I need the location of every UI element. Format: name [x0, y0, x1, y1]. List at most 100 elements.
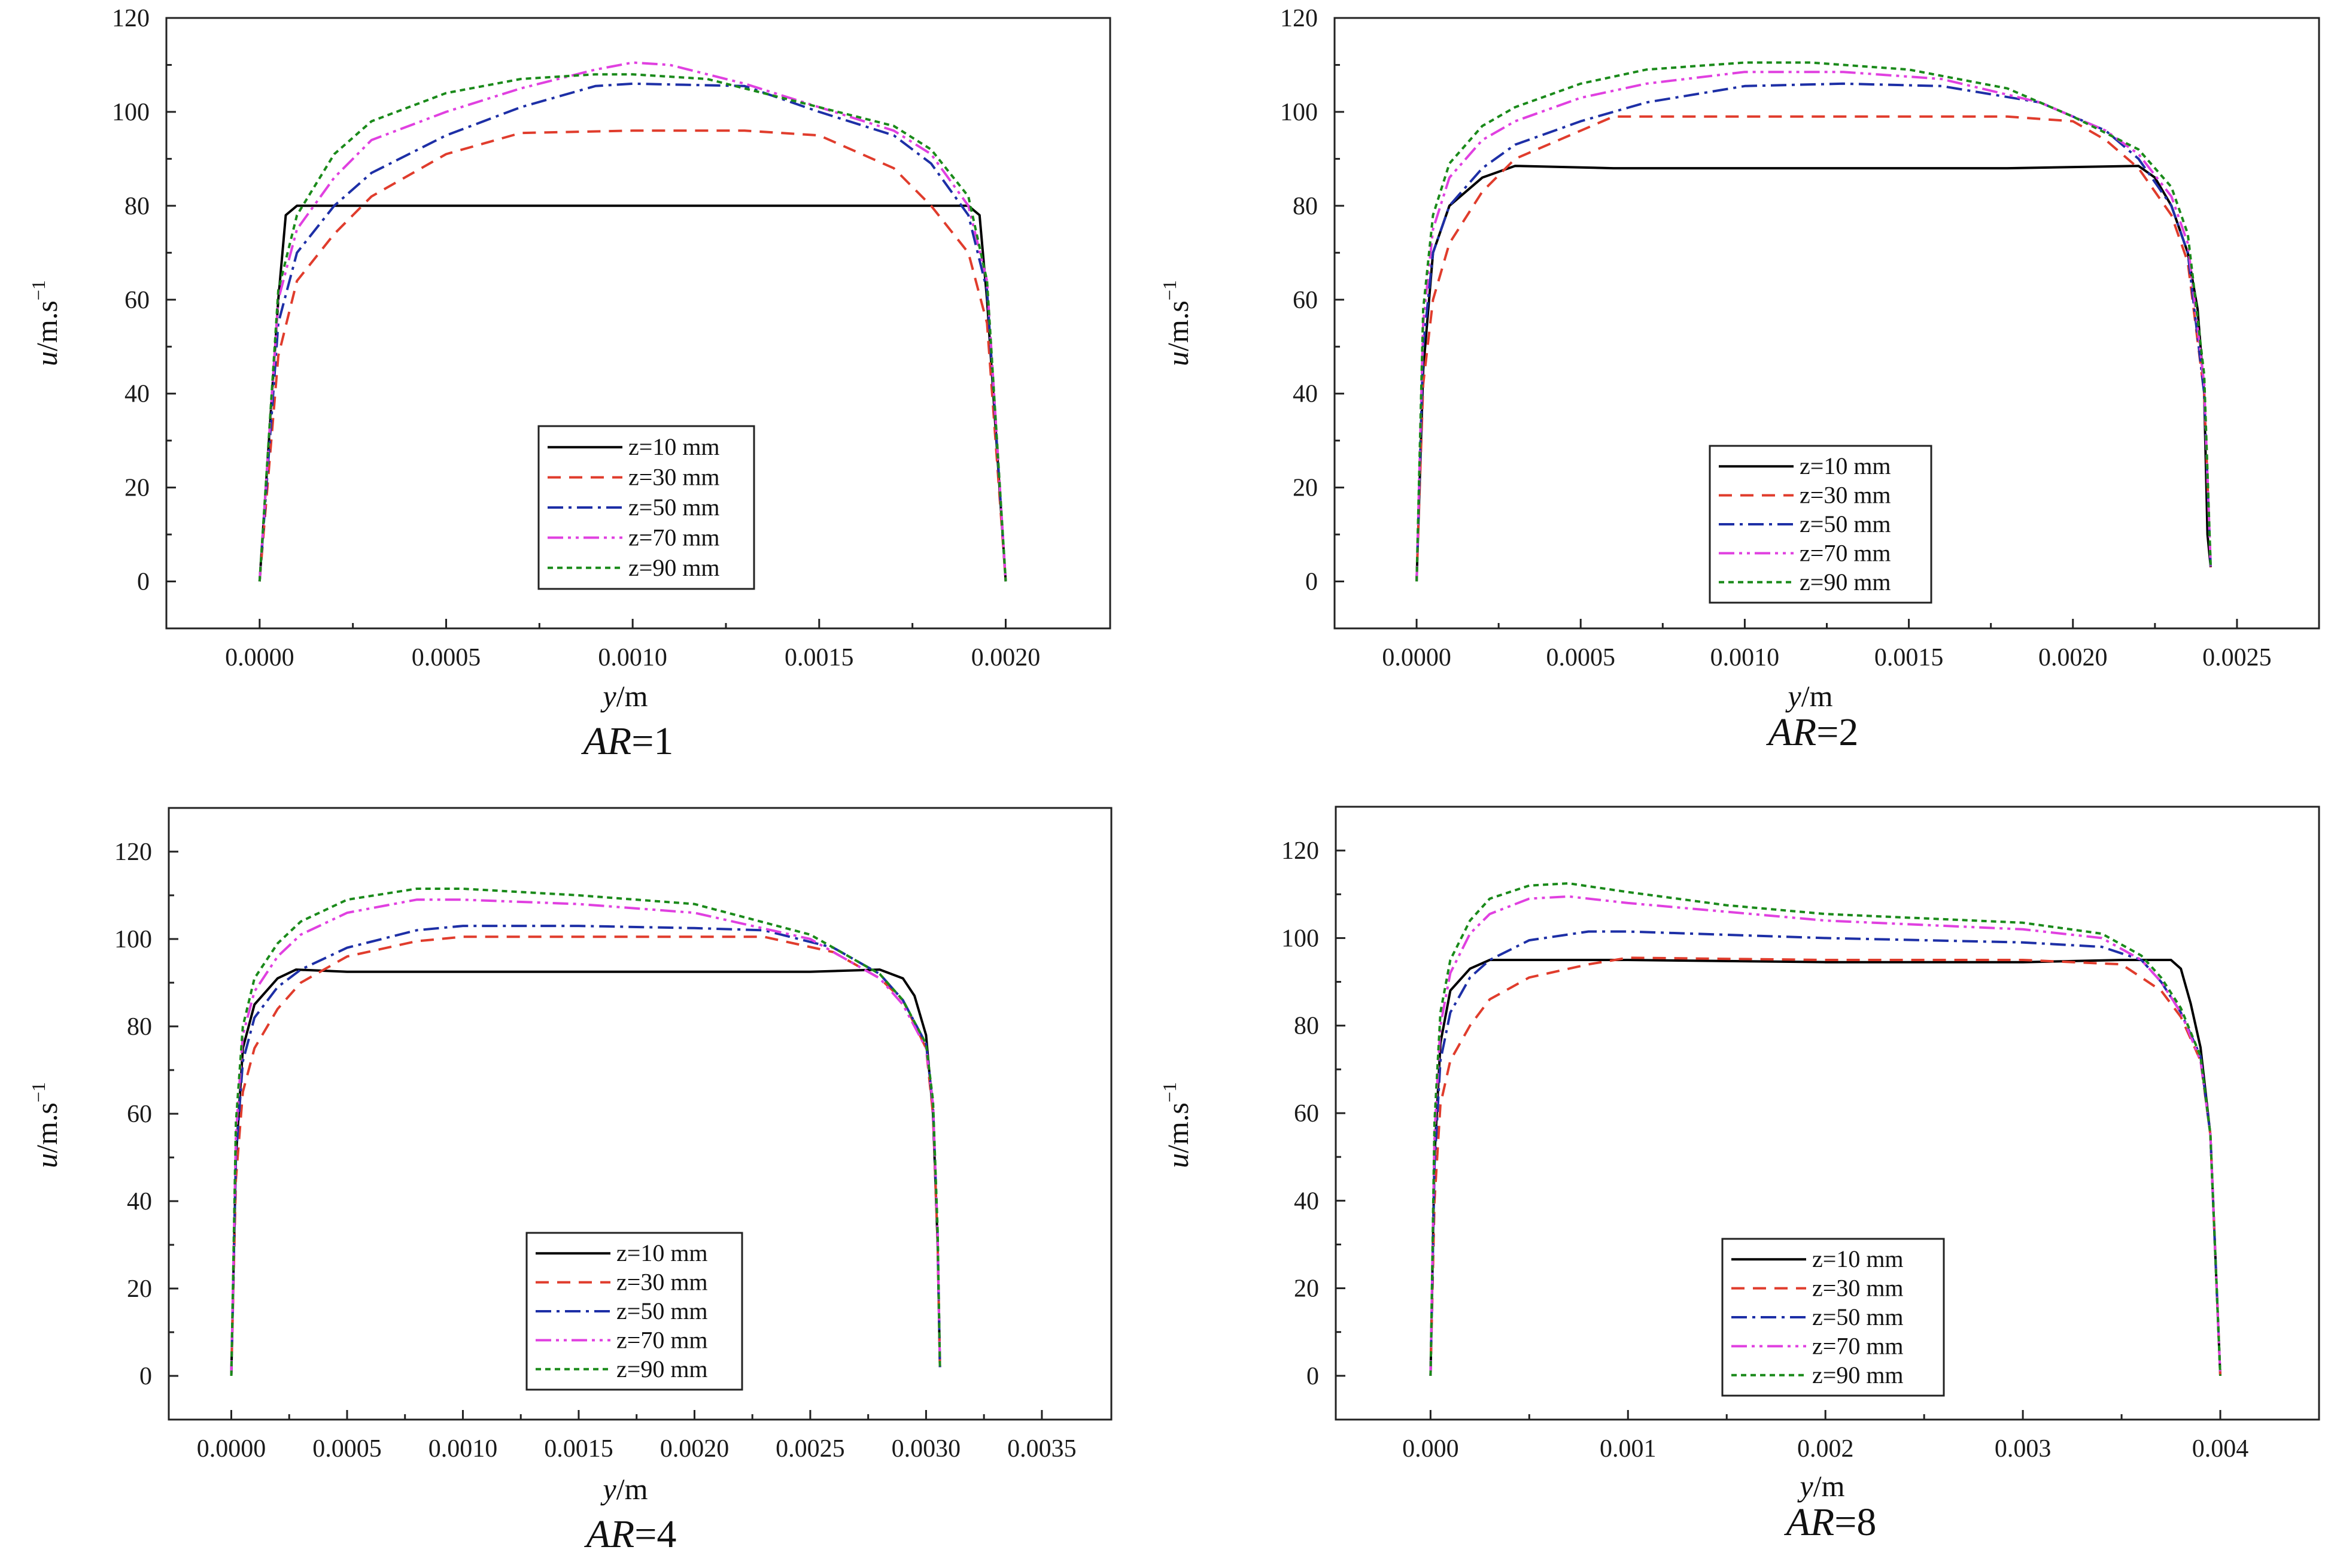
y-tick-label: 40 [1294, 1187, 1319, 1215]
legend-label: z=70 mm [616, 1326, 708, 1353]
y-axis-label: u/m.s−1 [28, 280, 63, 366]
panel-caption: AR=4 [584, 1512, 677, 1556]
y-tick-label: 80 [124, 193, 150, 220]
legend-label: z=90 mm [616, 1356, 708, 1382]
x-tick-label: 0.0020 [660, 1435, 730, 1463]
legend-label: z=50 mm [628, 494, 720, 521]
legend: z=10 mmz=30 mmz=50 mmz=70 mmz=90 mm [1721, 1238, 1945, 1397]
legend-label: z=70 mm [1812, 1332, 1904, 1359]
legend-label: z=50 mm [616, 1297, 708, 1324]
legend-box [1709, 445, 1932, 604]
legend-label: z=70 mm [1800, 539, 1891, 566]
series-line-30mm [1415, 115, 2212, 582]
y-tick-label: 40 [127, 1188, 152, 1215]
legend: z=10 mm z=30 mm z=50 mm z=70 mm z=90 mm [537, 425, 755, 590]
y-tick-label: 120 [1280, 5, 1318, 32]
x-axis-label: y/m [600, 1472, 648, 1506]
x-tick-label: 0.0005 [312, 1435, 382, 1463]
y-tick-label: 120 [112, 5, 150, 32]
legend: z=10 mmz=30 mmz=50 mmz=70 mmz=90 mm [1709, 445, 1932, 604]
legend-label: z=90 mm [628, 554, 720, 581]
legend-label: z=10 mm [616, 1239, 708, 1266]
x-tick-label: 0.0025 [776, 1435, 845, 1463]
x-tick-label: 0.0010 [428, 1435, 498, 1463]
y-tick-label: 20 [1293, 475, 1318, 502]
y-tick-label: 120 [1281, 837, 1319, 865]
series-line-30mm [258, 129, 1007, 582]
x-tick-label: 0.0025 [2202, 644, 2272, 671]
legend-label: z=30 mm [616, 1269, 708, 1296]
y-tick-label: 100 [1281, 925, 1319, 952]
x-tick-label: 0.0010 [598, 644, 667, 671]
series-line-70mm [1429, 895, 2221, 1376]
x-tick-label: 0.0020 [971, 644, 1041, 671]
legend-label: z=90 mm [1812, 1362, 1904, 1388]
x-tick-label: 0.0000 [1382, 644, 1451, 671]
series-line-30mm [230, 935, 941, 1376]
y-tick-label: 100 [112, 99, 150, 126]
legend-label: z=50 mm [1800, 510, 1891, 537]
chart-panel-ar1: 0 20 40 60 80 100 120 0.0000 0.0005 0.0010 0.0015 0… [28, 5, 1111, 763]
legend-label: z=70 mm [628, 524, 720, 551]
panel-caption: AR=1 [581, 719, 674, 763]
legend-box [525, 1232, 743, 1391]
y-axis-label: u/m.s−1 [28, 1082, 63, 1168]
x-tick-label: 0.003 [1995, 1435, 2052, 1463]
x-axis-label: y/m [1797, 1469, 1845, 1503]
legend-label: z=10 mm [1800, 452, 1891, 479]
y-tick-label: 100 [114, 926, 152, 953]
y-tick-label: 80 [127, 1013, 152, 1041]
series-line-50mm [1429, 930, 2221, 1376]
x-tick-label: 0.000 [1402, 1435, 1459, 1463]
chart-panel-ar8: 0 20 40 60 80 100 120 0.000 0.001 0.002 0.003 0.004… [1159, 806, 2320, 1544]
y-tick-label: 20 [124, 475, 150, 502]
x-tick-label: 0.001 [1600, 1435, 1657, 1463]
legend-label: z=50 mm [1812, 1303, 1904, 1330]
x-tick-label: 0.002 [1797, 1435, 1854, 1463]
x-tick-label: 0.0020 [2038, 644, 2108, 671]
y-axis-label: u/m.s−1 [1159, 1082, 1195, 1168]
series-line-10mm [1429, 959, 2221, 1376]
series-line-50mm [258, 82, 1007, 582]
y-tick-label: 60 [1293, 287, 1318, 314]
series-line-90mm [1429, 882, 2221, 1376]
x-tick-label: 0.0010 [1710, 644, 1780, 671]
y-tick-label: 20 [127, 1275, 152, 1303]
x-tick-label: 0.0015 [544, 1435, 613, 1463]
x-tick-label: 0.0035 [1007, 1435, 1077, 1463]
y-axis-label: u/m.s−1 [1159, 280, 1195, 366]
legend-label: z=30 mm [1800, 482, 1891, 509]
legend-label: z=10 mm [628, 433, 720, 460]
x-tick-label: 0.0000 [225, 644, 294, 671]
legend-box [1721, 1238, 1945, 1397]
y-tick-label: 0 [137, 569, 150, 596]
series-line-90mm [258, 73, 1007, 582]
y-tick-label: 20 [1294, 1275, 1319, 1303]
y-tick-label: 40 [124, 381, 150, 408]
series-line-70mm [1415, 71, 2212, 582]
x-axis-label: y/m [600, 679, 648, 713]
y-tick-label: 0 [1305, 569, 1318, 596]
legend-label: z=10 mm [1812, 1245, 1904, 1272]
y-tick-label: 0 [1306, 1363, 1319, 1390]
x-tick-label: 0.0030 [892, 1435, 961, 1463]
x-tick-label: 0.0000 [197, 1435, 266, 1463]
y-tick-label: 80 [1294, 1013, 1319, 1040]
x-tick-label: 0.0005 [412, 644, 481, 671]
y-tick-label: 100 [1280, 99, 1318, 126]
y-tick-label: 60 [124, 287, 150, 314]
plot-frame [165, 17, 1111, 630]
legend: z=10 mm z=30 mmz=50 mmz=70 mm z=90 mm [525, 1232, 743, 1391]
series-line-50mm [1415, 82, 2212, 582]
series-line-90mm [1415, 61, 2212, 582]
y-tick-label: 80 [1293, 193, 1318, 220]
y-tick-label: 40 [1293, 381, 1318, 408]
legend-label: z=30 mm [628, 464, 720, 491]
legend-box [537, 425, 755, 590]
chart-panel-ar4: 0 20 40 60 80 100 120 0.0000 0.0005 0.0010 0.0015 0… [28, 807, 1113, 1556]
y-tick-label: 60 [1294, 1100, 1319, 1128]
x-tick-label: 0.0015 [785, 644, 854, 671]
y-tick-label: 0 [139, 1363, 152, 1390]
x-tick-label: 0.004 [2192, 1435, 2249, 1463]
